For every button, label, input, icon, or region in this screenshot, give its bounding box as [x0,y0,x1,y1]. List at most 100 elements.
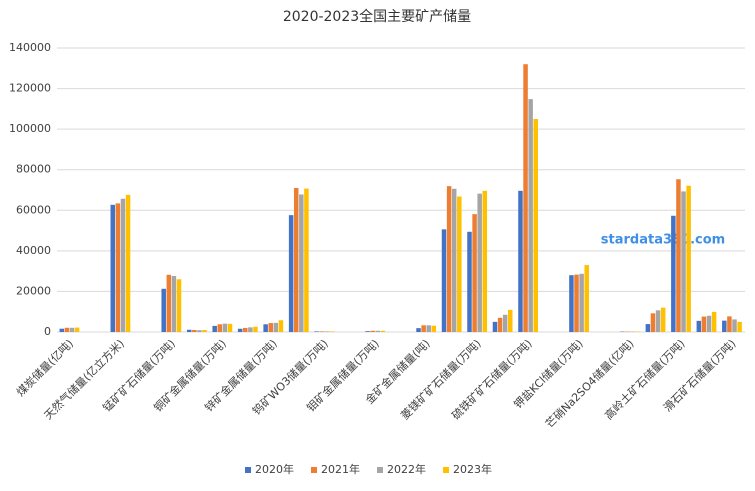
bar [681,191,686,332]
bar [706,315,712,332]
bar [74,327,80,332]
bar [467,231,472,332]
bar [645,324,651,332]
bar [64,327,70,332]
bar [732,319,737,332]
legend-label: 2020年 [255,462,294,476]
bar [457,196,462,332]
bar [671,215,676,332]
y-tick-label: 140000 [9,41,51,54]
chart-title: 2020-2023全国主要矿产储量 [283,8,471,25]
bar [263,324,268,332]
bar [273,322,279,332]
bar [324,331,330,332]
bar [528,99,533,333]
bar [299,194,304,332]
bar [492,321,498,332]
bar [431,325,437,332]
bar [237,328,243,332]
bar [416,328,421,332]
bar [120,198,126,332]
bar [574,274,579,332]
bar [314,331,319,332]
bar [711,311,717,332]
bar [722,320,727,332]
bar [655,310,661,332]
bar [472,214,477,332]
bar [508,309,513,332]
bar [253,326,258,332]
bar [451,188,457,332]
bar [686,185,691,332]
y-tick-label: 100000 [9,122,51,135]
bar [222,323,228,332]
bar [477,193,482,332]
bar [329,331,335,332]
bar [186,329,192,332]
bar [523,64,528,332]
bar [248,327,253,332]
bar [426,325,431,332]
x-tick-label: 芒硝Na2SO4储量(亿吨) [542,336,636,430]
bar [584,265,589,332]
y-tick-label: 40000 [16,244,51,257]
bar [197,330,202,332]
bar [727,316,732,332]
legend-label: 2022年 [387,462,426,476]
bar [446,186,452,332]
legend-swatch [443,467,449,473]
bar [701,316,707,332]
y-tick-label: 80000 [16,163,51,176]
bar [421,325,426,332]
bar [227,323,233,332]
bar [268,323,273,332]
bar [304,188,309,332]
bar [660,307,666,332]
bar [319,331,324,332]
legend-label: 2023年 [453,462,492,476]
bar [288,215,294,332]
legend-swatch [311,467,317,473]
bar [217,324,223,332]
legend-swatch [377,467,383,473]
watermark: stardata360.com [601,233,725,248]
legend-swatch [245,467,251,473]
bar [278,320,284,332]
bar [482,190,488,332]
y-tick-label: 60000 [16,203,51,216]
bar [676,179,681,332]
bar [569,275,574,332]
bar [125,194,131,332]
bar [212,325,217,332]
bar [202,329,207,332]
bar [293,187,299,332]
y-tick-label: 0 [44,325,51,338]
bar [171,276,177,332]
bar [176,279,182,332]
legend-label: 2021年 [321,462,360,476]
bar [737,321,742,332]
bar [161,288,166,332]
bar [115,203,121,332]
bar [696,320,702,332]
bar [166,274,172,332]
y-tick-label: 120000 [9,82,51,95]
bar [365,331,370,332]
bar [192,329,197,332]
bar [380,330,386,332]
bar [650,313,656,332]
bar [110,204,116,332]
bar [375,330,381,332]
bar [497,317,503,332]
bar [243,327,248,332]
bar [59,328,65,332]
bar [518,190,523,332]
y-tick-label: 20000 [16,284,51,297]
bar [370,330,375,332]
bar [533,119,538,332]
bar [69,327,75,332]
bar [579,273,584,332]
bar [441,229,447,332]
bar [502,314,508,332]
